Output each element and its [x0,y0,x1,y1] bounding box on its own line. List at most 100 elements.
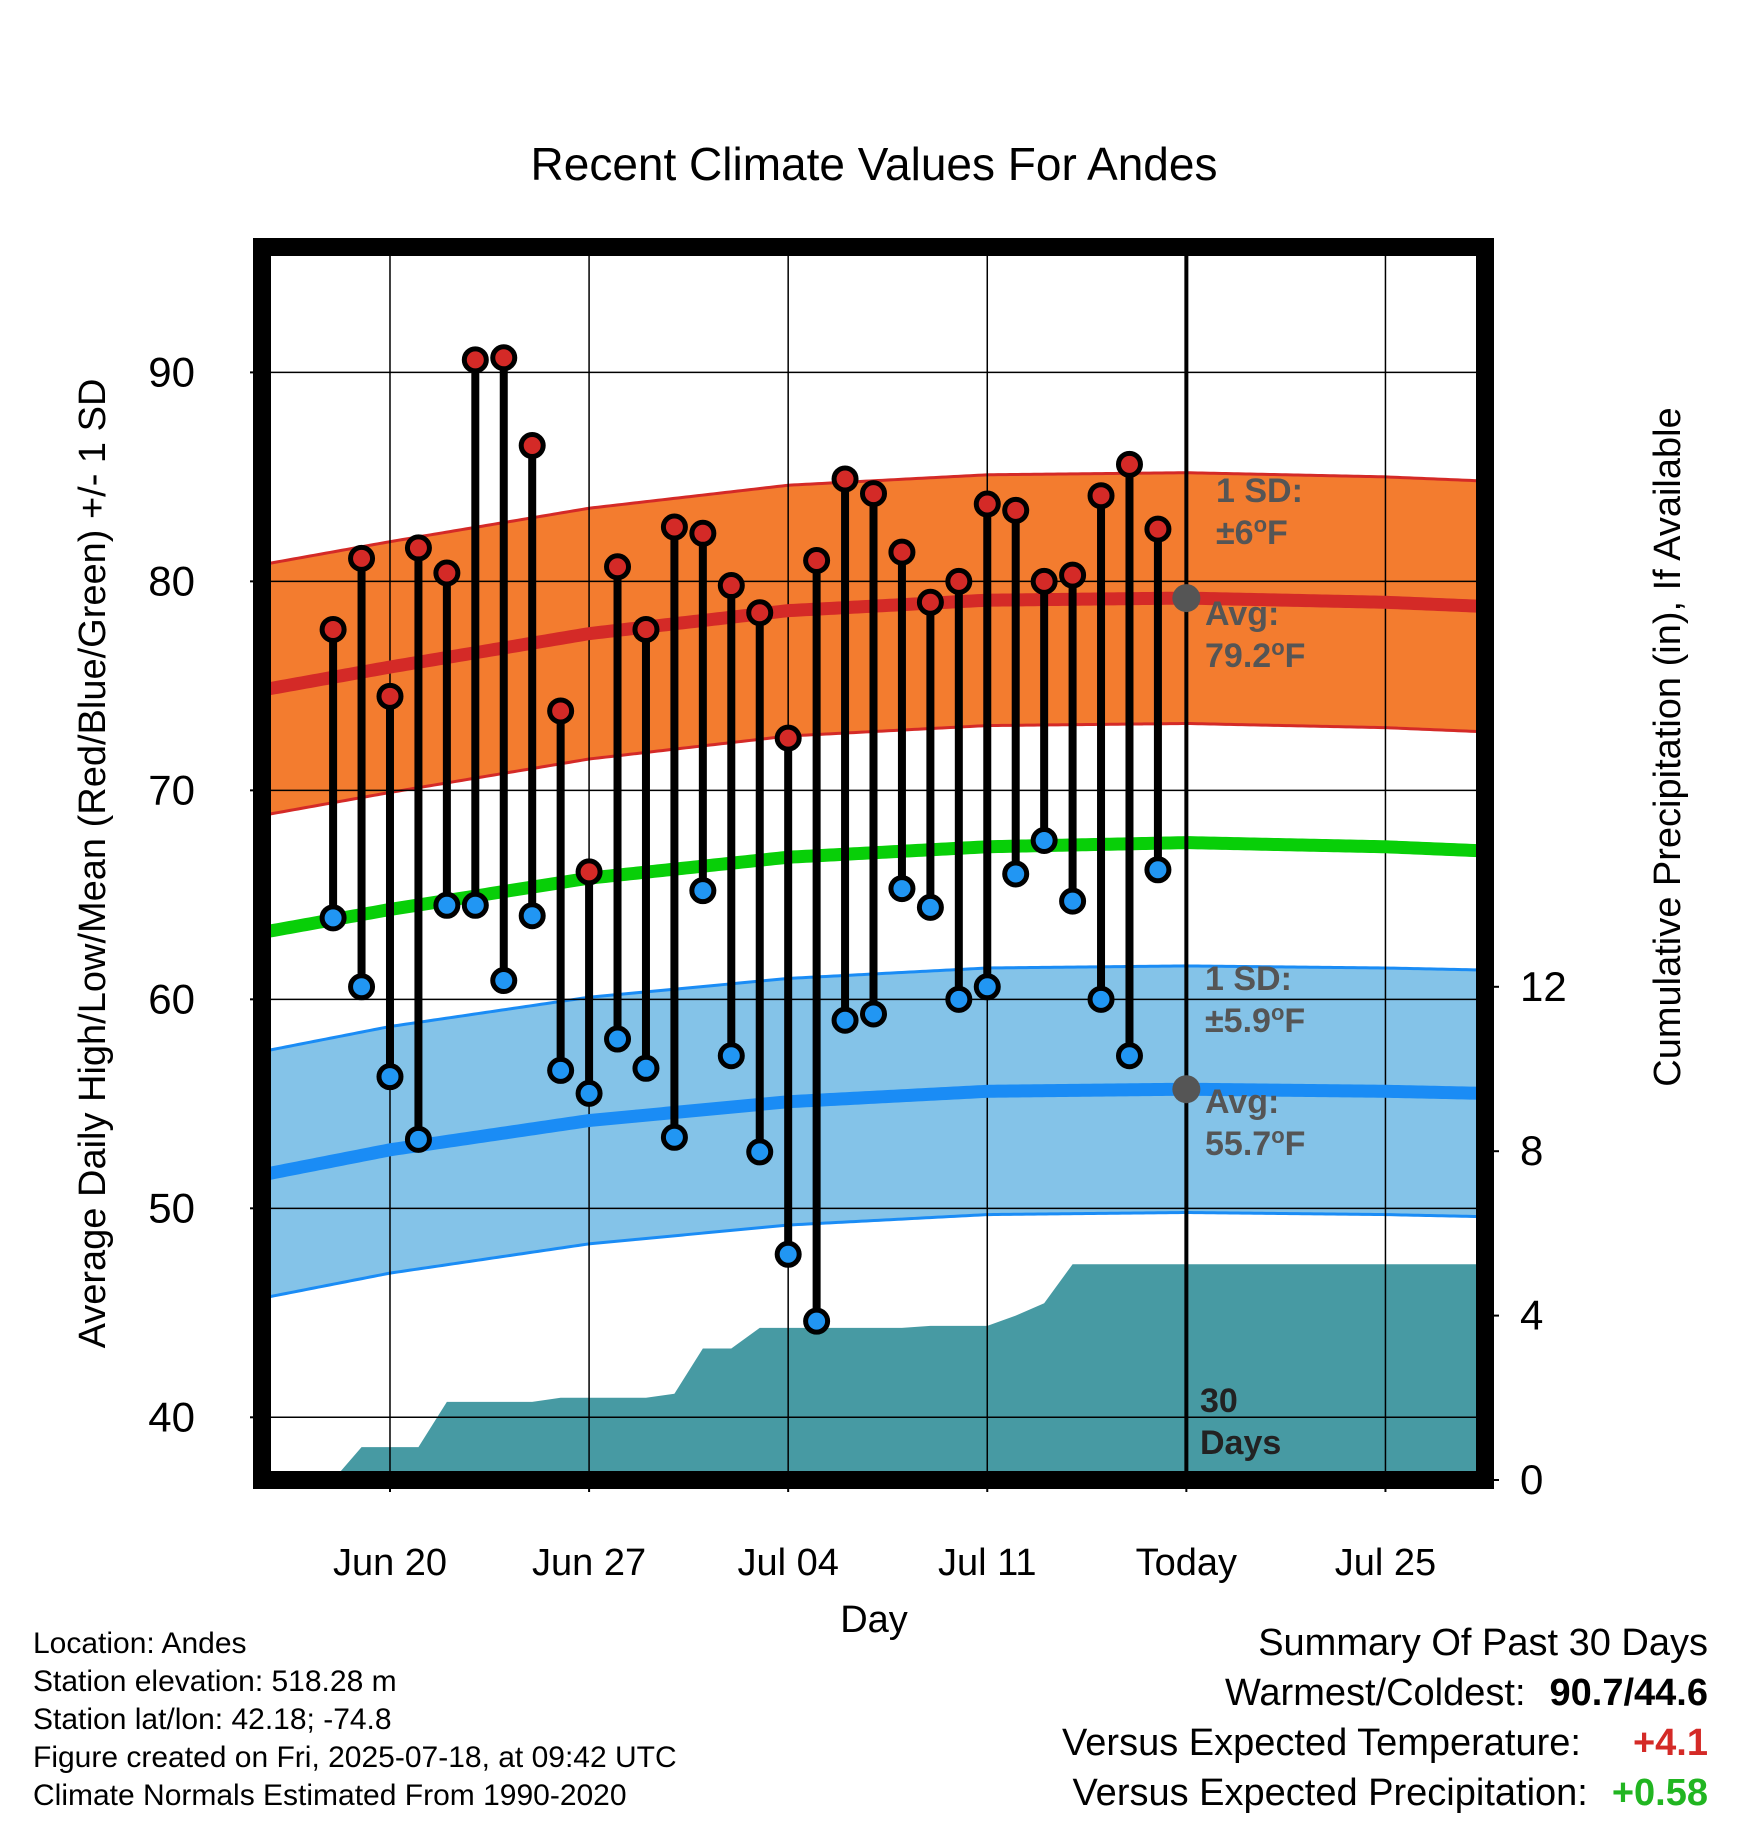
daily-low-point [376,1063,404,1091]
high-sd-annotation-line: 1 SD: [1216,472,1303,510]
daily-low-point [319,904,347,932]
daily-high-point [916,588,944,616]
y-tick-label: 40 [148,1393,195,1440]
avg-high-marker [1172,584,1201,613]
daily-high-point [774,724,802,752]
daily-low-point [348,973,376,1001]
daily-high-point [518,432,546,460]
daily-high-point [604,553,632,581]
x-tick-label: Jun 20 [333,1542,447,1584]
daily-low-point [1087,985,1115,1013]
y-axis-title: Average Daily High/Low/Mean (Red/Blue/Gr… [72,379,114,1349]
daily-low-point [575,1079,603,1107]
degree-symbol: o [1254,512,1267,537]
daily-high-point [404,534,432,562]
degree-symbol: o [1271,635,1284,660]
low-avg-annotation-line: 55.7oF [1205,1123,1305,1163]
precipitation-area [262,1264,1485,1480]
normal-low-band-lower-edge [262,1211,1483,1300]
x-axis-title: Day [840,1599,908,1641]
daily-low-point [433,891,461,919]
daily-low-point [973,973,1001,1001]
daily-low-point [1144,856,1172,884]
summary-title: Summary Of Past 30 Days [1258,1622,1708,1664]
daily-low-point [1002,860,1030,888]
high-avg-annotation-line: 79.2oF [1205,635,1305,675]
daily-high-point [746,599,774,627]
x-tick-label: Jun 27 [532,1542,646,1584]
daily-high-point [1087,482,1115,510]
daily-high-point [461,346,489,374]
avg-low-marker [1172,1075,1201,1104]
warm-cold-label: Warmest/Coldest: [1224,1672,1526,1714]
y2-axis-title: Cumulative Precipitation (in), If Availa… [1647,407,1689,1086]
daily-high-point [1030,567,1058,595]
daily-low-point [461,891,489,919]
daily-low-point [746,1138,774,1166]
warm-cold-value: 90.7/44.6 [1549,1672,1708,1714]
footer-elevation: Station elevation: 518.28 m [33,1665,397,1698]
degree-symbol: o [1271,1123,1284,1148]
summary-precip: Versus Expected Precipitation: +0.58 [1072,1772,1708,1815]
daily-low-point [888,875,916,903]
daily-high-point [547,697,575,725]
y2-tick-label: 0 [1520,1456,1543,1503]
daily-low-point [1059,887,1087,915]
summary-temp: Versus Expected Temperature: +4.1 [1062,1722,1708,1765]
daily-low-point [604,1025,632,1053]
footer-created: Figure created on Fri, 2025-07-18, at 09… [33,1741,677,1774]
daily-low-point [803,1307,831,1335]
summary-warm-cold: Warmest/Coldest: 90.7/44.6 [1225,1672,1708,1715]
daily-low-point [490,967,518,995]
daily-high-point [1002,496,1030,524]
daily-high-point [945,567,973,595]
daily-high-point [1115,450,1143,478]
daily-high-point [803,546,831,574]
window-annotation-line: Days [1200,1424,1281,1462]
x-tick-label: Jul 11 [938,1542,1037,1584]
low-sd-annotation-line: ±5.9oF [1205,1000,1305,1040]
unit: F [1284,1002,1305,1040]
unit: F [1285,1125,1306,1163]
daily-low-point [660,1123,688,1151]
y-tick-label: 60 [148,975,195,1022]
y-tick-label: 80 [148,557,195,604]
daily-low-point [689,877,717,905]
y2-tick-label: 8 [1520,1127,1543,1174]
high-sd-annotation-line: ±6oF [1216,512,1288,552]
normal-low-line [262,1082,1483,1182]
daily-low-point [547,1056,575,1084]
daily-high-point [973,490,1001,518]
degree-symbol: o [1271,1000,1284,1025]
unit: F [1285,637,1306,675]
daily-high-point [575,858,603,886]
daily-high-point [490,344,518,372]
daily-high-point [660,513,688,541]
daily-high-point [831,465,859,493]
daily-high-point [348,544,376,572]
y-tick-label: 90 [148,348,195,395]
chart-title: Recent Climate Values For Andes [531,138,1218,190]
axes: 40 50 60 70 80 90 0 4 8 12 Jun 20 Jun 27 Jul 04 Jul 1… [72,238,1689,1641]
x-tick-label: Jul 04 [737,1542,838,1584]
x-tick-label: Today [1136,1542,1237,1584]
footer-location: Location: Andes [33,1627,247,1660]
temp-anomaly-value: +4.1 [1632,1722,1708,1764]
high-avg-annotation-line: Avg: [1205,595,1279,633]
daily-high-point [1144,515,1172,543]
window-annotation-line: 30 [1200,1382,1238,1420]
daily-high-point [717,572,745,600]
daily-low-point [717,1042,745,1070]
y-tick-label: 50 [148,1184,195,1231]
temp-anomaly-label: Versus Expected Temperature: [1062,1722,1581,1764]
daily-low-point [1030,827,1058,855]
daily-high-point [632,615,660,643]
daily-low-point [916,893,944,921]
x-tick-label: Jul 25 [1335,1542,1436,1584]
daily-low-point [945,985,973,1013]
daily-high-point [1059,561,1087,589]
y-tick-label: 70 [148,766,195,813]
